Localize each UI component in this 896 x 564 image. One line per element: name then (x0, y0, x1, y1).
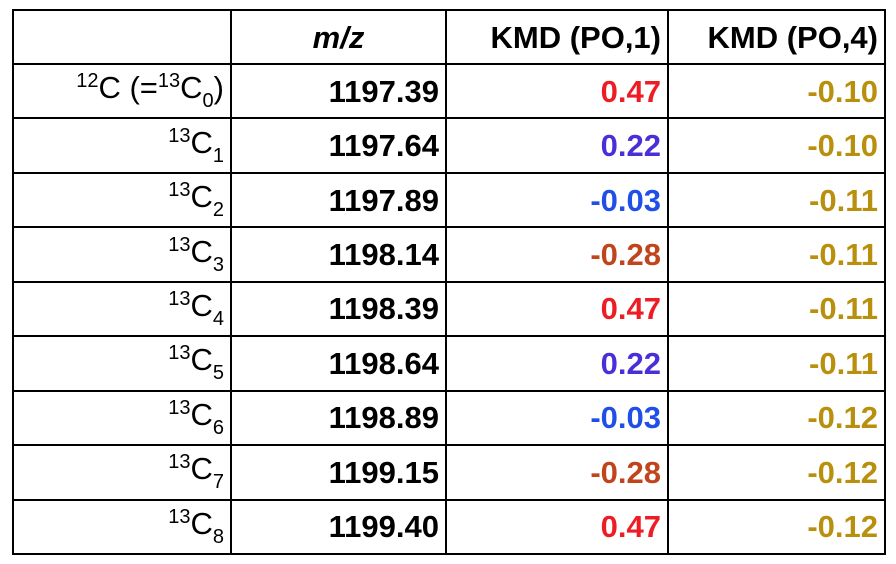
isotope-label: 13C3 (12, 226, 232, 283)
element-symbol: C (190, 342, 213, 378)
mass-number: 13 (168, 124, 191, 147)
isotope-count: 5 (212, 362, 224, 385)
isotope-label: 13C4 (12, 280, 232, 338)
kmd-po-4-value: -0.11 (667, 226, 886, 283)
element-symbol: C (98, 70, 121, 106)
kmd-isotope-table: m/z KMD (PO,1) KMD (PO,4) 12C (=13C0) 11… (12, 9, 886, 555)
header-kmd-po-4: KMD (PO,4) (667, 9, 886, 65)
element-symbol: C (190, 233, 213, 269)
element-symbol: C (190, 124, 213, 160)
iso-count: 0 (202, 90, 214, 113)
isotope-count: 3 (212, 253, 224, 276)
kmd-po-4-value: -0.12 (667, 444, 886, 501)
isotope-label: 13C5 (12, 335, 232, 392)
mass-number: 13 (168, 233, 191, 256)
table-row: 13C6 1198.89 -0.03 -0.12 (12, 389, 886, 447)
mz-value: 1198.64 (230, 335, 447, 392)
mass-number: 13 (168, 451, 191, 474)
mass-number: 13 (168, 342, 191, 365)
kmd-po-4-value: -0.10 (667, 62, 886, 120)
mz-value: 1199.15 (230, 444, 447, 501)
mass-number: 13 (168, 179, 191, 202)
table-row: 13C8 1199.40 0.47 -0.12 (12, 498, 886, 555)
element-symbol: C (190, 505, 213, 541)
iso-mass-number: 13 (157, 70, 181, 93)
isotope-label: 13C7 (12, 444, 232, 501)
table-row: 13C2 1197.89 -0.03 -0.11 (12, 171, 886, 229)
isotope-count: 7 (212, 471, 224, 494)
kmd-po-1-value: -0.03 (445, 389, 669, 447)
mz-value: 1197.39 (230, 62, 447, 120)
table-row: 13C4 1198.39 0.47 -0.11 (12, 280, 886, 338)
kmd-po-1-value: 0.47 (445, 498, 669, 555)
header-blank-cell (12, 9, 232, 65)
mass-number: 12 (76, 70, 99, 93)
kmd-po-1-value: 0.47 (445, 62, 669, 120)
mass-number: 13 (168, 396, 191, 419)
isotope-count: 2 (212, 199, 224, 222)
kmd-po-1-value: -0.28 (445, 444, 669, 501)
mz-value: 1197.89 (230, 171, 447, 229)
isotope-label: 13C2 (12, 171, 232, 229)
kmd-po-1-value: -0.03 (445, 171, 669, 229)
table-row: 12C (=13C0) 1197.39 0.47 -0.10 (12, 62, 886, 120)
isotope-label: 13C6 (12, 389, 232, 447)
mz-value: 1197.64 (230, 117, 447, 174)
element-symbol: C (190, 179, 213, 215)
isotope-label: 12C (=13C0) (12, 62, 232, 120)
isotope-label: 13C8 (12, 498, 232, 555)
mass-number: 13 (168, 505, 191, 528)
kmd-po-4-value: -0.11 (667, 171, 886, 229)
kmd-po-4-value: -0.10 (667, 117, 886, 174)
mz-value: 1198.39 (230, 280, 447, 338)
element-symbol: C (190, 396, 213, 432)
paren-close: ) (213, 70, 224, 106)
kmd-po-4-value: -0.11 (667, 335, 886, 392)
isotope-label: 13C1 (12, 117, 232, 174)
table-row: 13C7 1199.15 -0.28 -0.12 (12, 444, 886, 501)
kmd-po-4-value: -0.12 (667, 498, 886, 555)
element-symbol: C (190, 451, 213, 487)
isotope-count: 1 (212, 144, 224, 167)
mz-value: 1198.89 (230, 389, 447, 447)
table-row: 13C5 1198.64 0.22 -0.11 (12, 335, 886, 392)
isotope-count: 8 (212, 525, 224, 548)
table-row: 13C1 1197.64 0.22 -0.10 (12, 117, 886, 174)
mz-value: 1199.40 (230, 498, 447, 555)
kmd-po-1-value: 0.47 (445, 280, 669, 338)
kmd-po-1-value: 0.22 (445, 117, 669, 174)
header-row: m/z KMD (PO,1) KMD (PO,4) (12, 9, 886, 65)
kmd-po-1-value: -0.28 (445, 226, 669, 283)
paren-open: (= (120, 70, 158, 106)
mz-value: 1198.14 (230, 226, 447, 283)
header-kmd-po-1: KMD (PO,1) (445, 9, 669, 65)
isotope-count: 6 (212, 416, 224, 439)
element-symbol: C (190, 287, 213, 323)
header-mz: m/z (230, 9, 447, 65)
kmd-po-4-value: -0.12 (667, 389, 886, 447)
table-row: 13C3 1198.14 -0.28 -0.11 (12, 226, 886, 283)
kmd-po-4-value: -0.11 (667, 280, 886, 338)
kmd-po-1-value: 0.22 (445, 335, 669, 392)
iso-element-symbol: C (180, 70, 203, 106)
mass-number: 13 (168, 287, 191, 310)
isotope-count: 4 (212, 307, 224, 330)
